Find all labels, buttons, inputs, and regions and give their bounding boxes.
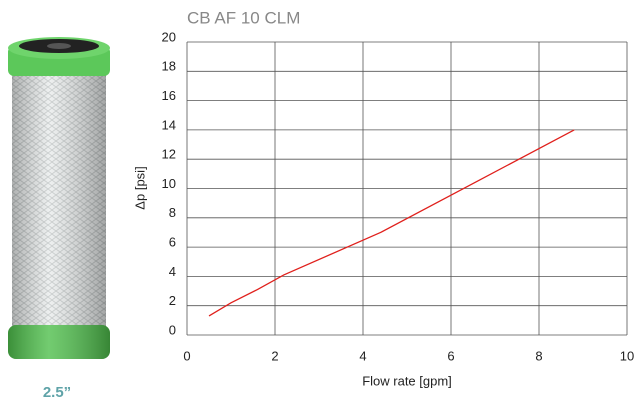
x-tick-label: 4: [359, 348, 366, 363]
data-line: [208, 129, 575, 317]
chart-title: CB AF 10 CLM: [187, 8, 300, 27]
y-axis-label: Δp [psi]: [132, 166, 147, 209]
x-axis-label: Flow rate [gpm]: [362, 373, 452, 388]
x-tick-label: 8: [535, 348, 542, 363]
x-tick-label: 2: [271, 348, 278, 363]
y-tick-label: 20: [162, 29, 176, 44]
y-tick-label: 6: [169, 235, 176, 250]
y-tick-label: 8: [169, 205, 176, 220]
y-tick-label: 18: [162, 59, 176, 74]
y-tick-label: 4: [169, 264, 176, 279]
y-tick-label: 2: [169, 293, 176, 308]
x-tick-label: 6: [447, 348, 454, 363]
product-label: 2.5”: [43, 384, 71, 401]
x-tick-label: 10: [620, 348, 634, 363]
filter-cartridge: [8, 37, 110, 359]
y-tick-label: 10: [162, 176, 176, 191]
y-tick-label: 16: [162, 88, 176, 103]
x-tick-label: 0: [183, 348, 190, 363]
y-tick-label: 14: [162, 117, 176, 132]
y-tick-label: 0: [169, 322, 176, 337]
y-tick-label: 12: [162, 147, 176, 162]
